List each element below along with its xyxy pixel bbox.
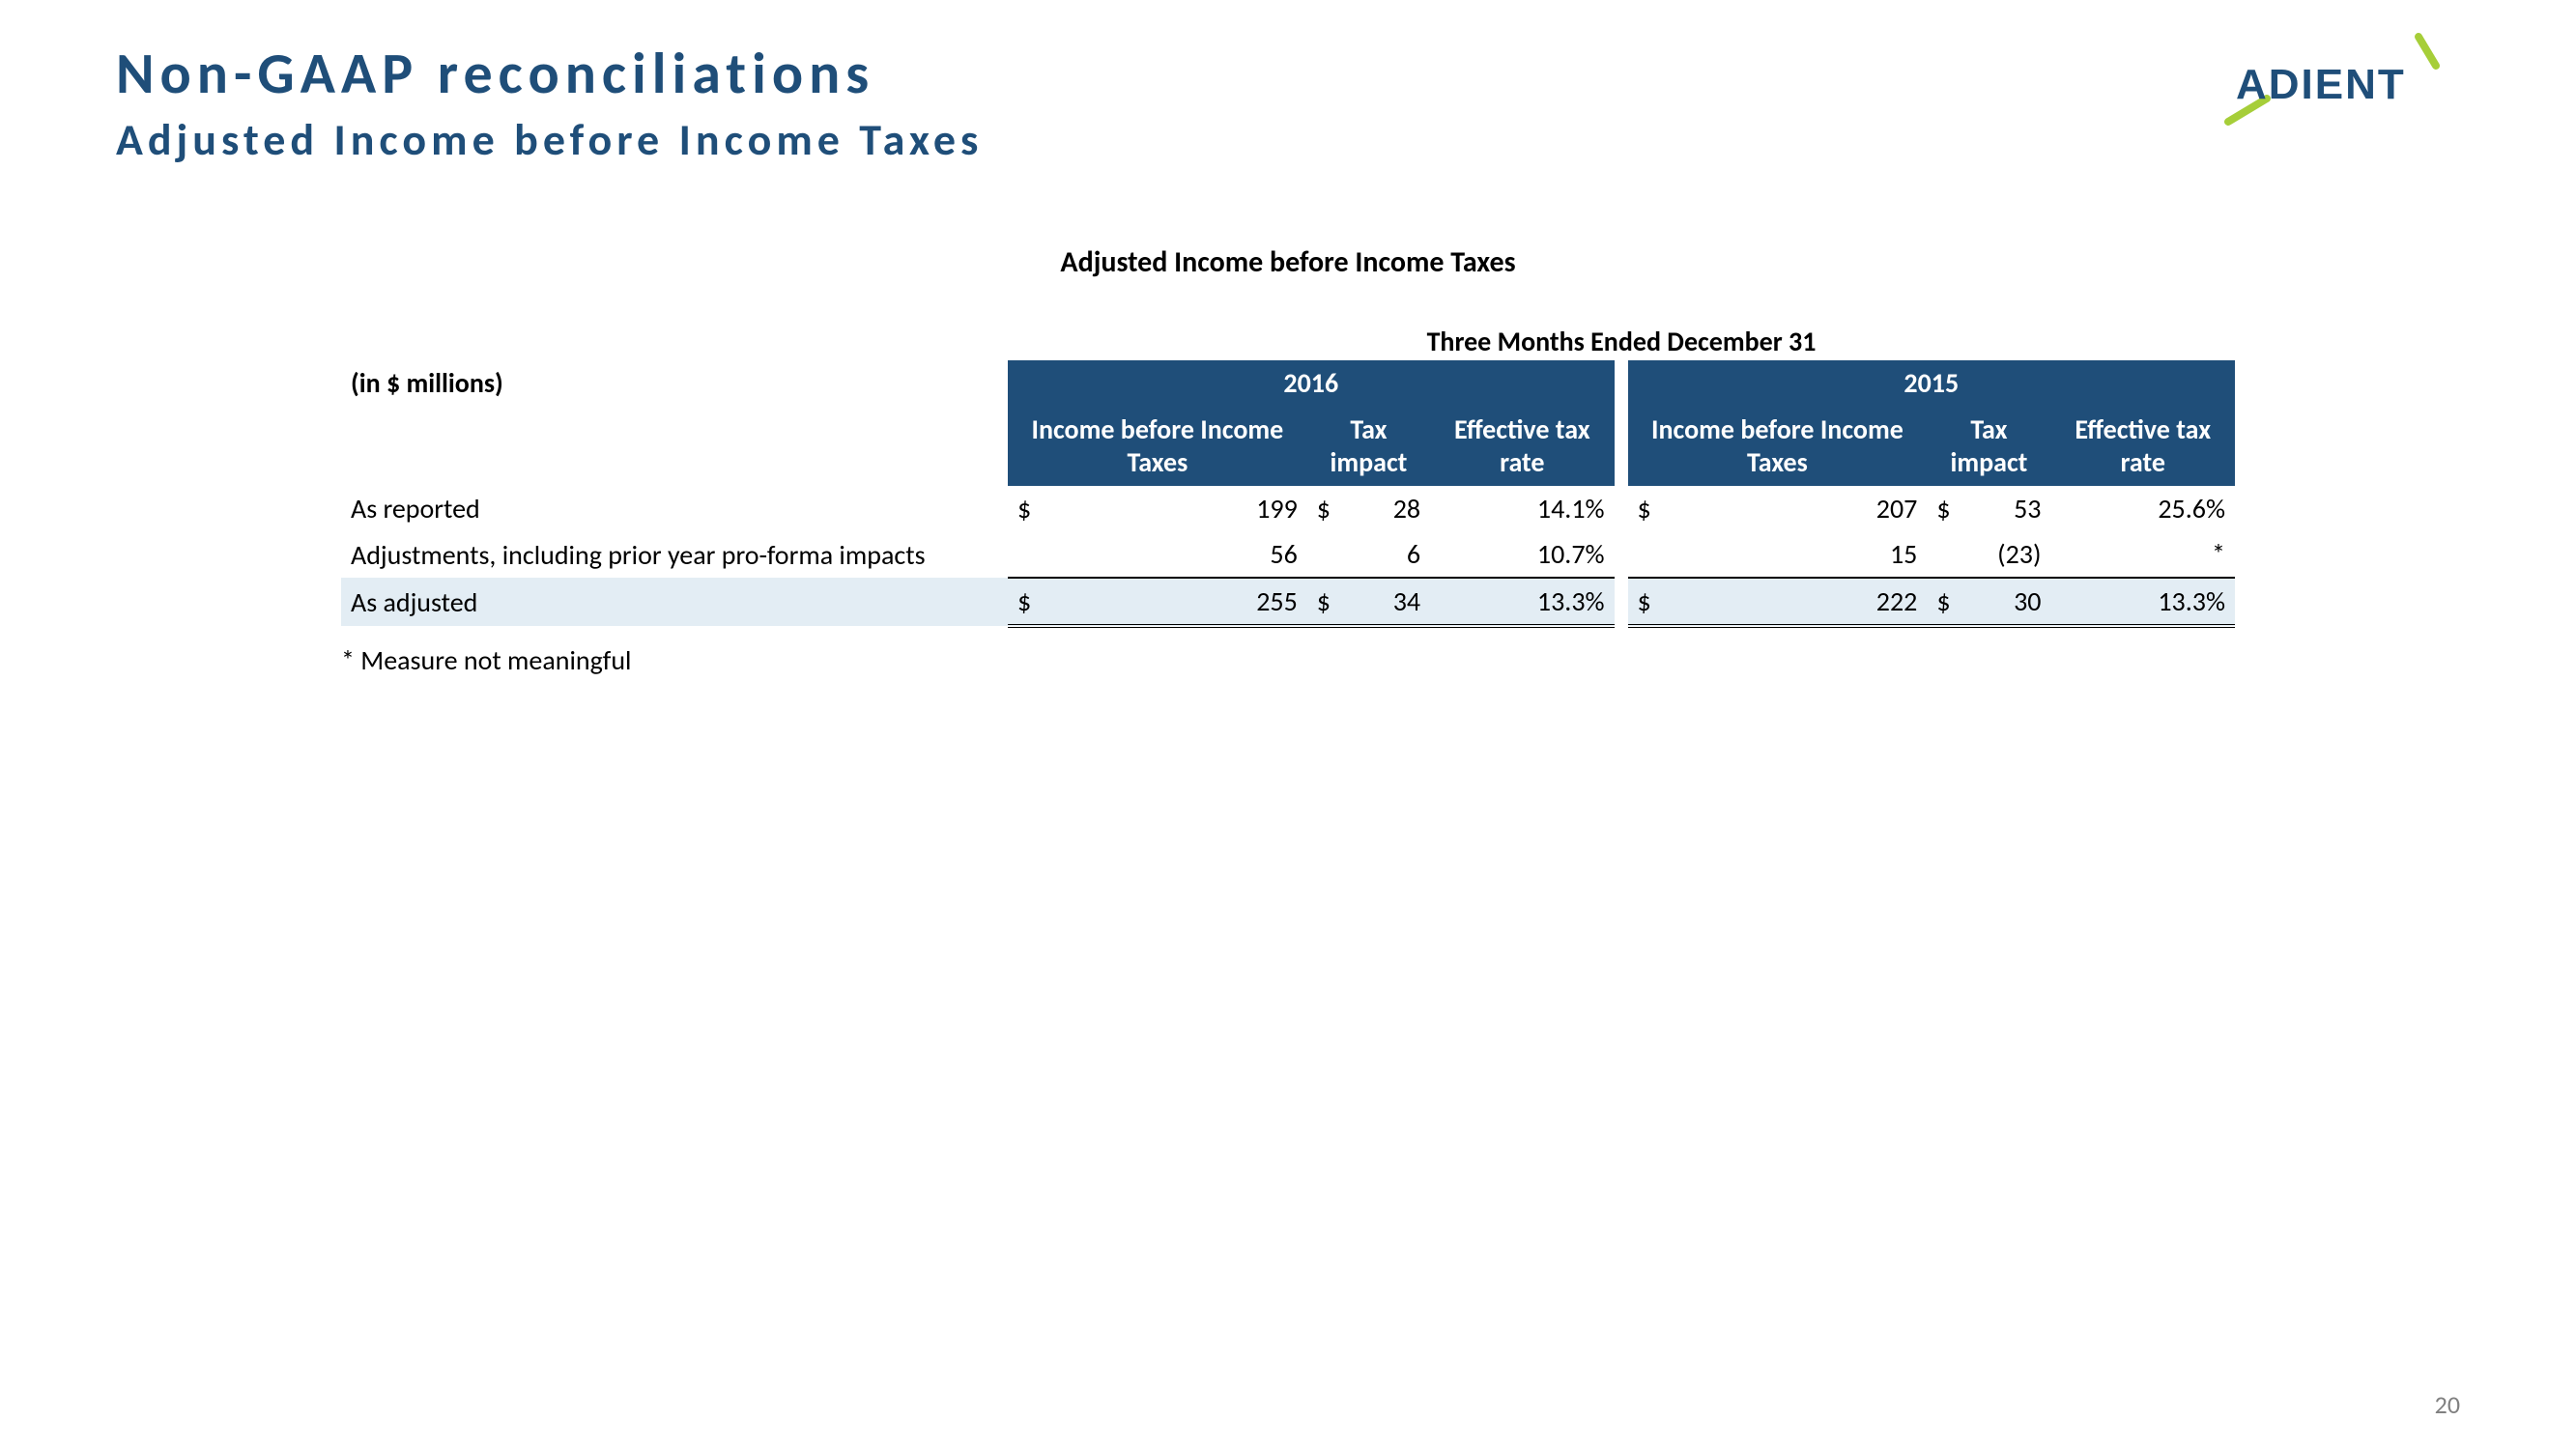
col-header: Effective tax rate: [1430, 406, 1614, 486]
table-footnote: * Measure not meaningful: [341, 643, 2235, 677]
currency-symbol: $: [1628, 486, 1657, 531]
table-row: As reported $ 199 $ 28 14.1% $ 207 $ 53 …: [341, 486, 2235, 531]
row-label: Adjustments, including prior year pro-fo…: [341, 531, 1008, 578]
cell-value: 255: [1037, 578, 1307, 626]
svg-text:ADIENT: ADIENT: [2236, 61, 2406, 108]
col-header: Income before Income Taxes: [1628, 406, 1928, 486]
units-label: (in $ millions): [341, 360, 1008, 406]
column-spacer: [1615, 360, 1628, 406]
cell-value: 222: [1657, 578, 1928, 626]
title-main: Non-GAAP reconciliations: [116, 39, 2460, 109]
table-title: Adjusted Income before Income Taxes: [341, 244, 2235, 280]
cell-value: 14.1%: [1430, 486, 1614, 531]
title-sub: Adjusted Income before Income Taxes: [116, 113, 2460, 167]
col-header: Tax impact: [1927, 406, 2050, 486]
page-number: 20: [2435, 1389, 2460, 1420]
cell-value: 10.7%: [1430, 531, 1614, 578]
currency-symbol: [1927, 531, 1956, 578]
table-container: Adjusted Income before Income Taxes Thre…: [341, 244, 2235, 677]
currency-symbol: [1307, 531, 1336, 578]
currency-symbol: [1008, 531, 1037, 578]
cell-value: 13.3%: [2050, 578, 2235, 626]
currency-symbol: $: [1008, 486, 1037, 531]
row-label: As adjusted: [341, 578, 1008, 626]
brand-text: DIENT: [2269, 61, 2406, 108]
table-super-header: Three Months Ended December 31: [1008, 325, 2235, 358]
currency-symbol: $: [1927, 578, 1956, 626]
column-header-row: Income before Income Taxes Tax impact Ef…: [341, 406, 2235, 486]
currency-symbol: $: [1307, 578, 1336, 626]
currency-symbol: [1628, 531, 1657, 578]
col-header: Effective tax rate: [2050, 406, 2235, 486]
year-header-2016: 2016: [1008, 360, 1615, 406]
currency-symbol: $: [1307, 486, 1336, 531]
currency-symbol: $: [1628, 578, 1657, 626]
cell-value: 6: [1336, 531, 1430, 578]
cell-value: (23): [1956, 531, 2050, 578]
cell-value: 15: [1657, 531, 1928, 578]
cell-value: 34: [1336, 578, 1430, 626]
col-header: Tax impact: [1307, 406, 1430, 486]
cell-value: 207: [1657, 486, 1928, 531]
cell-value: 28: [1336, 486, 1430, 531]
cell-value: 25.6%: [2050, 486, 2235, 531]
cell-value: 199: [1037, 486, 1307, 531]
slide-header: Non-GAAP reconciliations Adjusted Income…: [116, 39, 2460, 167]
reconciliation-table: (in $ millions) 2016 2015 Income before …: [341, 360, 2235, 628]
cell-value: *: [2050, 531, 2235, 578]
currency-symbol: $: [1927, 486, 1956, 531]
col-header: Income before Income Taxes: [1008, 406, 1307, 486]
table-row-total: As adjusted $ 255 $ 34 13.3% $ 222 $ 30 …: [341, 578, 2235, 626]
year-header-row: (in $ millions) 2016 2015: [341, 360, 2235, 406]
cell-value: 13.3%: [1430, 578, 1614, 626]
cell-value: 56: [1037, 531, 1307, 578]
currency-symbol: $: [1008, 578, 1037, 626]
cell-value: 53: [1956, 486, 2050, 531]
brand-logo: ADIENT: [2190, 29, 2460, 126]
table-row: Adjustments, including prior year pro-fo…: [341, 531, 2235, 578]
row-label: As reported: [341, 486, 1008, 531]
year-header-2015: 2015: [1628, 360, 2235, 406]
cell-value: 30: [1956, 578, 2050, 626]
